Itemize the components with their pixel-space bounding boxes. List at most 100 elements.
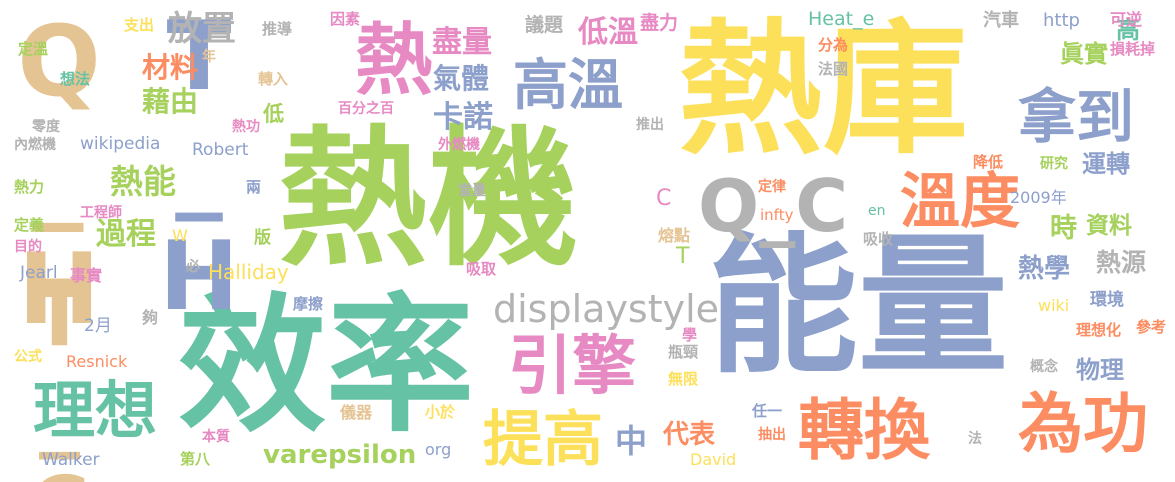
word: 拿到 [1018, 88, 1134, 146]
word: 汽車 [983, 12, 1019, 30]
word: 熱功 [232, 120, 260, 134]
word: 代表 [663, 422, 715, 448]
word: 概念 [1030, 360, 1058, 374]
word: 議題 [525, 16, 563, 35]
word: 公式 [14, 350, 42, 364]
word: 抽出 [758, 428, 786, 442]
word: 研究 [1040, 157, 1068, 171]
word: 轉入 [258, 72, 288, 87]
word: 工程師 [80, 206, 122, 220]
word: 轉換 [798, 398, 930, 464]
word: 降低 [973, 155, 1003, 170]
word: 高溫 [513, 58, 623, 113]
word: 時 [1050, 215, 1077, 242]
word: 中 [615, 425, 647, 457]
word: en [868, 204, 886, 218]
word: 儀器 [340, 405, 372, 421]
word: 本質 [202, 430, 230, 444]
word: 理想 [33, 380, 157, 442]
word: 支出 [124, 18, 154, 33]
word: 第八 [180, 452, 210, 467]
word: David [690, 452, 736, 468]
word: http [1043, 12, 1080, 30]
word: 吸收 [863, 232, 893, 247]
word: 卡諾 [433, 103, 493, 133]
word: 參考 [1136, 320, 1166, 335]
word: 低溫 [578, 18, 638, 48]
word: 當量 [458, 184, 486, 198]
word: 年 [202, 50, 216, 64]
word: 事實 [70, 268, 102, 284]
word: Robert [192, 142, 248, 159]
word: 因素 [330, 12, 360, 27]
word: 版 [254, 230, 271, 247]
word: W [172, 228, 188, 244]
word: displaystyle [493, 290, 719, 328]
word: 熱 [355, 22, 433, 100]
word: 提高 [483, 410, 603, 470]
word: T [676, 246, 689, 268]
word: 眞實 [1060, 42, 1108, 66]
word: 可逆 [1110, 12, 1142, 28]
word: 學 [682, 328, 697, 343]
word: 理想化 [1076, 323, 1121, 338]
word: 2月 [84, 318, 112, 335]
word: 過程 [96, 220, 156, 250]
word: 零度 [32, 120, 60, 134]
word: 資料 [1086, 215, 1132, 238]
word: 低 [263, 104, 284, 125]
word: infty [760, 208, 793, 223]
word: 夠 [142, 310, 158, 326]
word: 物理 [1076, 358, 1124, 382]
word: Jearl [20, 265, 58, 282]
word: 法 [968, 432, 982, 446]
word: 盡力 [640, 14, 678, 33]
word: 法國 [818, 62, 848, 77]
word: 熱源 [1096, 250, 1146, 275]
word: 熔點 [658, 228, 690, 244]
word: 損耗掉 [1110, 42, 1155, 57]
word: 分為 [818, 38, 848, 53]
word: 2009年 [1010, 190, 1067, 206]
word: Resnick [66, 354, 127, 370]
word: 盡量 [432, 28, 492, 58]
word: 推出 [636, 118, 664, 132]
word: Heat_e [808, 10, 874, 29]
word: Halliday [208, 262, 289, 282]
word: 熱學 [1018, 256, 1070, 282]
word: 引擎 [508, 335, 636, 399]
word: 熱能 [110, 165, 176, 198]
word: 定律 [758, 180, 786, 194]
word: C [656, 188, 671, 210]
word: varepsilon [263, 442, 416, 468]
word: 氣體 [433, 65, 489, 93]
word: 熱機 [278, 125, 578, 275]
word: 溫度 [900, 172, 1020, 232]
word: 推導 [262, 22, 292, 37]
word: 材料 [142, 54, 198, 82]
word: 兩 [246, 180, 261, 195]
word: 百分之百 [338, 102, 394, 116]
word: 定溫 [18, 42, 48, 57]
word: wikipedia [80, 136, 160, 153]
word: 內燃機 [14, 138, 56, 152]
word: 放置 [168, 12, 236, 46]
word: 藉由 [142, 88, 198, 116]
word: 定義 [14, 218, 44, 233]
word: 外燃機 [438, 138, 480, 152]
word: 任一 [752, 404, 782, 419]
word: 摩擦 [293, 297, 323, 312]
word: 熱力 [14, 180, 44, 195]
word: 小於 [425, 405, 455, 420]
word: Walker [42, 452, 100, 469]
word: 能量 [708, 232, 1008, 382]
word: 目的 [14, 240, 42, 254]
word: 無限 [668, 372, 698, 387]
word: 環境 [1090, 292, 1124, 309]
word: 為功 [1018, 392, 1148, 457]
word: wiki [1038, 298, 1069, 314]
word: org [425, 442, 451, 458]
word: 瓶頸 [668, 345, 698, 360]
word: 想法 [60, 72, 90, 87]
